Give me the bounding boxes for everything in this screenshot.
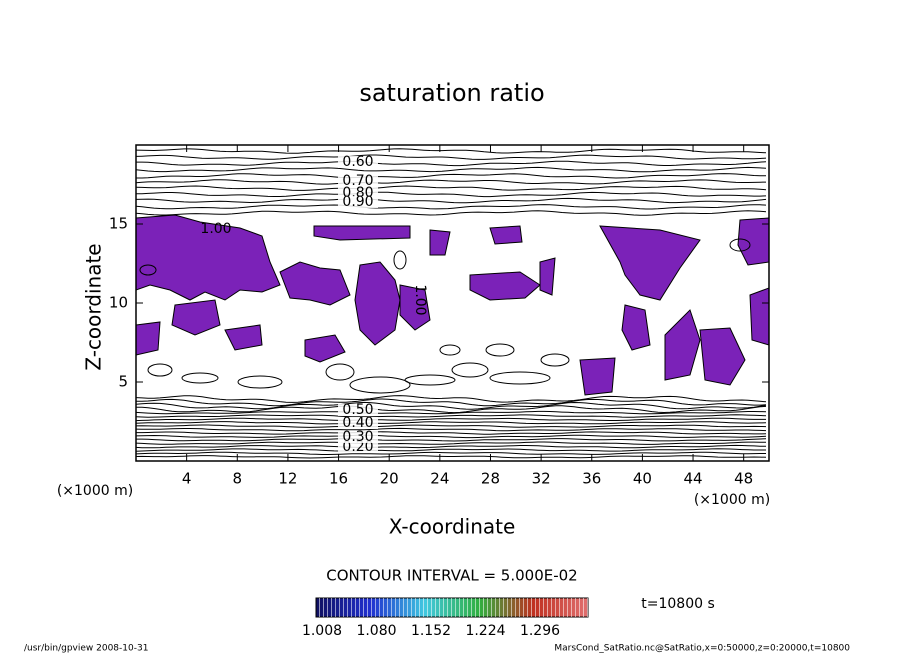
contour-line [136,441,767,445]
contour-line [136,173,767,179]
contour-loop [451,362,489,378]
contour-line [136,455,767,459]
contour-line [136,427,767,432]
contour-line [136,197,767,204]
contour-line [136,431,767,435]
contour-line [136,395,767,403]
x-tick-label: 40 [633,470,652,488]
contour-label: 0.30 [342,429,373,445]
contour-loop [489,371,551,385]
x-tick-label: 20 [380,470,399,488]
contour-line [136,179,767,185]
x-tick-label: 12 [278,470,297,488]
contour-label-bg [338,175,378,187]
colorbar-label: 1.080 [356,623,396,639]
x-tick-label: 8 [233,470,243,488]
time-label: t=10800 s [641,596,715,612]
footer-right: MarsCond_SatRatio.nc@SatRatio,x=0:50000,… [554,644,850,654]
contour-label-bg [338,404,378,416]
x-tick-label: 4 [182,470,192,488]
contour-label: 1.00 [200,221,231,237]
contour-line [136,414,767,418]
x-tick-label: 32 [532,470,551,488]
contour-line [136,424,767,428]
contour-labels: 0.600.700.800.901.001.000.200.300.400.50 [200,154,428,455]
contour-line [136,401,767,410]
contour-interval: CONTOUR INTERVAL = 5.000E-02 [326,567,577,585]
contour-line [136,166,767,173]
contour-loop [439,344,461,356]
y-tick-label: 10 [109,294,128,312]
contour-line [136,451,766,455]
contour-loop [404,374,456,386]
contour-line [136,405,767,414]
contour-line [136,148,767,154]
contour-line [136,421,767,425]
contour-lines [136,148,767,459]
contour-label-bg [338,196,378,208]
x-tick-label: 44 [683,470,702,488]
contour-line [136,448,766,452]
x-tick-label: 28 [481,470,500,488]
contour-line [136,210,767,216]
x-tick-label: 36 [582,470,601,488]
contour-label: 1.00 [412,284,428,315]
contour-label: 0.90 [342,194,373,210]
contour-line [136,204,767,210]
supersaturated-regions [136,214,769,396]
contour-line [136,160,767,167]
contour-loop [147,363,173,377]
contour-loop [139,264,157,276]
contour-label: 0.60 [342,154,373,170]
y-axis-label: Z-coordinate [82,243,106,370]
contour-line [136,444,767,449]
contour-line [136,417,766,422]
contour-loop [393,250,407,270]
y-tick-label: 15 [109,215,128,233]
contour-loop [325,363,355,381]
contour-label: 0.50 [342,402,373,418]
contour-label: 0.40 [342,415,373,431]
colorbar-label: 1.008 [302,623,342,639]
footer-left: /usr/bin/gpview 2008-10-31 [24,644,148,654]
contour-loop [485,343,515,357]
colorbar-stripes [316,598,588,617]
contour-loop [349,376,411,394]
x-tick-label: 24 [430,470,449,488]
x-tick-label: 48 [734,470,753,488]
contour-line [136,398,767,407]
x-unit-right: (×1000 m) [694,492,770,508]
colorbar-labels: 1.008 1.080 1.152 1.224 1.296 [302,623,560,639]
x-unit-left: (×1000 m) [57,483,133,499]
colorbar-label: 1.296 [520,623,560,639]
contour-label-bg [338,431,378,443]
contour-line [136,410,767,415]
contour-loop [237,375,283,389]
x-axis-label: X-coordinate [389,515,516,539]
contour-label: 0.70 [342,173,373,189]
y-tick-label: 5 [118,373,128,391]
x-tick-label: 16 [329,470,348,488]
contour-line [136,434,767,439]
colorbar-label: 1.224 [465,623,505,639]
contour-loop [540,353,570,367]
plot-area [136,148,769,459]
chart-title: saturation ratio [359,79,544,107]
contour-label-bg [338,417,378,429]
contour-loop [181,372,219,384]
contour-label-bg [338,156,378,168]
contour-line [136,185,767,191]
contour-label-bg [338,441,378,453]
contour-loop [729,238,751,252]
contour-line [136,191,767,198]
contour-line [136,438,767,442]
colorbar-label: 1.152 [411,623,451,639]
contour-line [136,154,767,160]
